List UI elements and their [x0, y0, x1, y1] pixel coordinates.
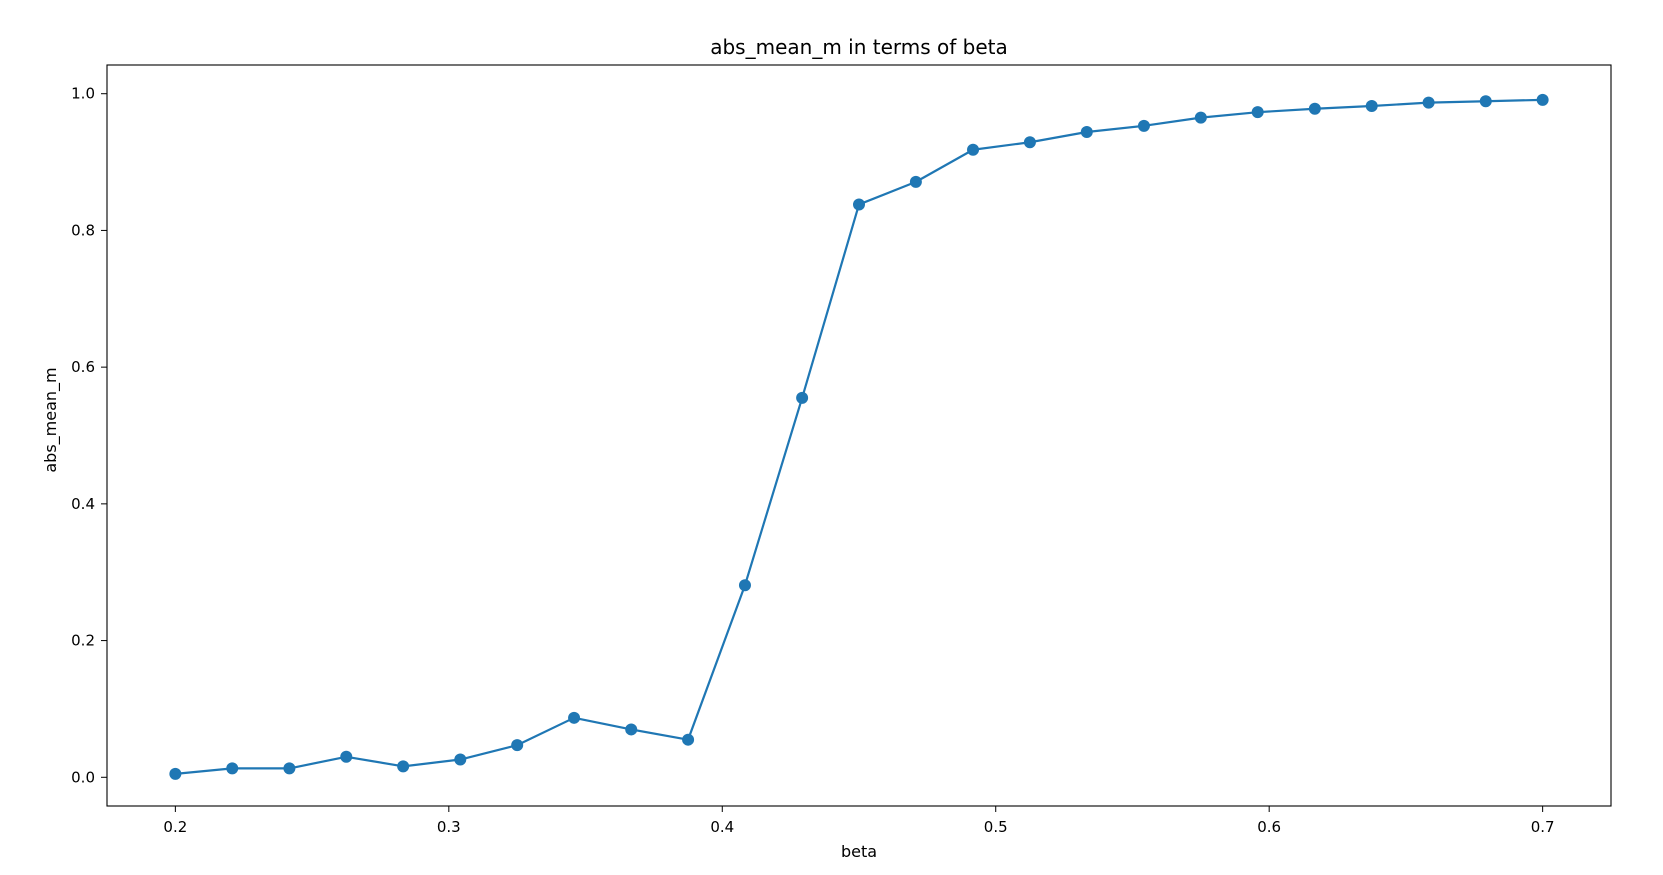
x-tick-label: 0.5	[984, 818, 1008, 836]
data-point	[682, 733, 695, 746]
x-tick-label: 0.7	[1531, 818, 1555, 836]
data-point	[1080, 125, 1093, 138]
data-point	[1251, 106, 1264, 119]
x-tick-label: 0.3	[437, 818, 461, 836]
data-point	[454, 753, 467, 766]
data-point	[796, 391, 809, 404]
plot-area: 0.2 0.3 0.4 0.5 0.6 0.7 0.0 0.2 0.4 0.6 0.8 1.0	[71, 64, 1612, 836]
data-point	[226, 762, 239, 775]
data-point	[1536, 93, 1549, 106]
data-point	[1308, 102, 1321, 115]
data-point	[397, 760, 410, 773]
data-point	[967, 143, 980, 156]
y-axis-label: abs_mean_m	[41, 367, 61, 472]
chart-title: abs_mean_m in terms of beta	[710, 35, 1008, 59]
data-point	[625, 723, 638, 736]
data-point	[283, 762, 296, 775]
y-tick-label: 0.6	[71, 358, 95, 376]
data-point	[1365, 100, 1378, 113]
data-point	[1422, 96, 1435, 109]
axes-frame	[106, 64, 1612, 807]
data-point	[853, 198, 865, 211]
y-tick-label: 0.0	[71, 768, 95, 786]
data-point	[909, 175, 922, 188]
data-point	[568, 711, 581, 724]
y-tick-label: 0.8	[71, 221, 95, 239]
x-tick-label: 0.4	[710, 818, 734, 836]
data-point	[1023, 136, 1036, 149]
y-tick-label: 0.4	[71, 495, 95, 513]
data-point	[169, 767, 182, 780]
y-tick-label: 0.2	[71, 632, 95, 650]
data-point	[1137, 119, 1150, 132]
y-tick-label: 1.0	[71, 85, 95, 103]
x-tick-label: 0.6	[1257, 818, 1281, 836]
x-axis-label: beta	[841, 842, 877, 861]
data-point	[738, 579, 751, 592]
data-point	[1479, 95, 1492, 108]
data-point	[1194, 111, 1207, 124]
x-tick-label: 0.2	[163, 818, 187, 836]
data-point	[511, 739, 524, 752]
data-point	[340, 750, 353, 763]
